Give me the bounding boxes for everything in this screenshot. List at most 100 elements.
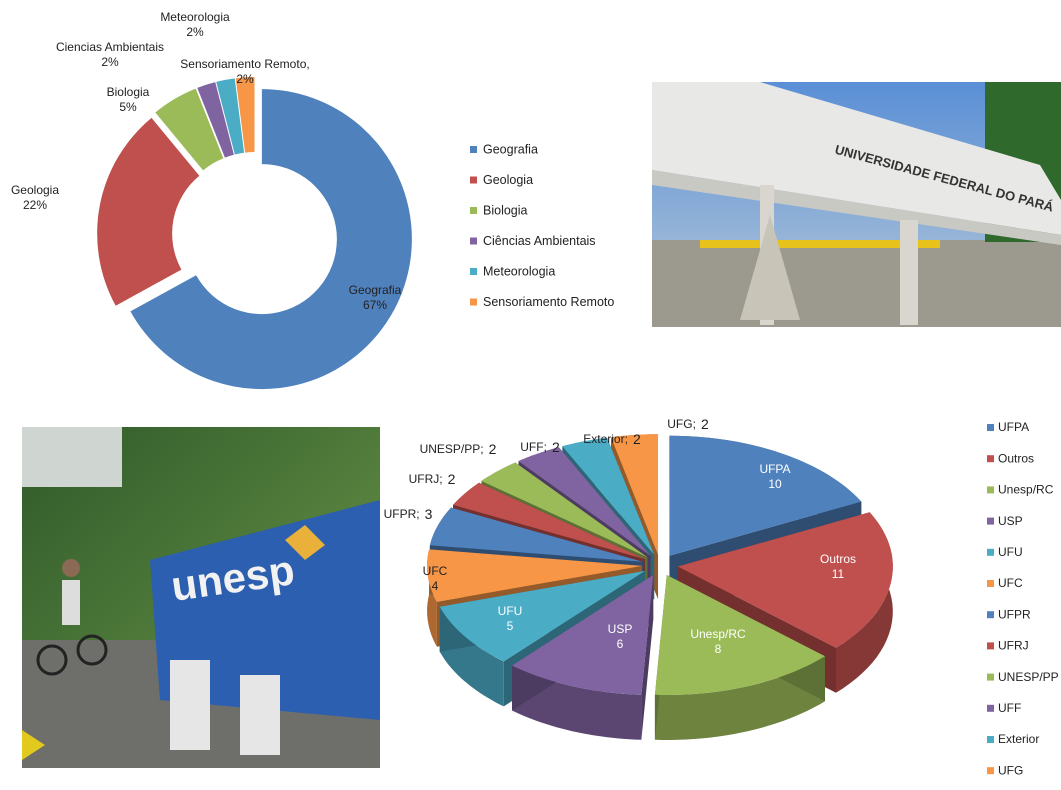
label-value: 8	[715, 642, 722, 656]
legend-swatch	[987, 486, 994, 494]
label-sep: ;	[439, 472, 442, 486]
legend-swatch	[470, 176, 477, 184]
pie-slice	[677, 512, 893, 648]
data-label: UNESP/PP; 2	[420, 441, 497, 457]
data-label: UFPA 10	[759, 462, 790, 491]
data-label: UFU 5	[498, 604, 523, 633]
label-value: 3	[425, 506, 433, 522]
data-label-value: 2%	[186, 25, 204, 39]
label-name: UFPR	[384, 507, 417, 521]
donut-slice	[197, 82, 234, 158]
legend-swatch	[470, 268, 477, 275]
data-label-name: Meteorologia	[160, 10, 230, 24]
label-sep: ;	[544, 440, 547, 454]
label-sep: ;	[416, 507, 419, 521]
data-label: UFC 4	[423, 564, 448, 593]
label-name: Exterior	[583, 432, 624, 446]
legend-label: Geologia	[483, 173, 533, 187]
legend-label: Meteorologia	[483, 264, 555, 278]
label-name: UFF	[520, 440, 543, 454]
label-name: UNESP/PP	[420, 442, 481, 456]
label-name: UFC	[423, 564, 448, 578]
pie-slice	[439, 570, 645, 662]
donut-slice	[97, 117, 200, 306]
legend-label: UFF	[998, 701, 1021, 715]
legend-swatch	[987, 611, 994, 619]
label-value: 2	[701, 416, 709, 432]
label-value: 2	[552, 439, 560, 455]
label-name: UFG	[667, 417, 692, 431]
legend-swatch	[987, 704, 994, 712]
label-value: 10	[768, 477, 782, 491]
pie-slice	[427, 549, 643, 602]
data-label: Unesp/RC 8	[690, 627, 746, 656]
legend-label: UFRJ	[998, 639, 1029, 653]
data-label: UFPR; 3	[384, 506, 433, 522]
pie-slice	[611, 434, 659, 555]
data-label: UFG; 2	[667, 416, 709, 432]
label-name: USP	[608, 622, 633, 636]
label-name: UFRJ	[409, 472, 440, 486]
data-label-name: Ciencias Ambientais	[56, 40, 164, 54]
pie-slice	[429, 507, 643, 562]
legend-label: Unesp/RC	[998, 483, 1054, 497]
data-label-value: 2%	[101, 55, 119, 69]
legend-swatch	[987, 767, 994, 775]
data-label-value: 67%	[363, 298, 387, 312]
data-label: Outros 11	[820, 552, 856, 581]
donut-slice	[216, 78, 245, 155]
label-value: 4	[432, 579, 439, 593]
legend-label: UFPA	[998, 420, 1029, 434]
label-name: UFU	[498, 604, 523, 618]
label-value: 11	[832, 567, 845, 581]
legend-swatch	[470, 207, 477, 214]
pie-slice	[481, 462, 648, 558]
data-label-value: 5%	[119, 100, 137, 114]
legend-label: Outros	[998, 451, 1034, 465]
legend-label: UFG	[998, 763, 1023, 777]
legend-label: UNESP/PP	[998, 670, 1059, 684]
legend-label: Sensoriamento Remoto	[483, 295, 614, 309]
donut-slice	[155, 88, 224, 171]
data-label-value: 2%	[236, 72, 254, 86]
photo-unesp: unesp	[22, 427, 380, 768]
photo-ufpa: UNIVERSIDADE FEDERAL DO PARÁ	[652, 82, 1061, 327]
legend-swatch	[987, 673, 994, 681]
data-label-value: 22%	[23, 198, 47, 212]
data-label-name: Geologia	[11, 183, 59, 197]
label-name: Unesp/RC	[690, 627, 746, 641]
label-sep: ;	[625, 432, 628, 446]
legend-swatch	[987, 517, 994, 525]
pie-slice	[512, 575, 654, 695]
data-label: USP 6	[608, 622, 633, 651]
legend-swatch	[987, 548, 994, 556]
pie-slice	[453, 482, 645, 560]
label-sep: ;	[693, 417, 696, 431]
data-label-name: Biologia	[107, 85, 150, 99]
pie-slice	[518, 447, 651, 556]
pie-slice	[669, 435, 862, 556]
data-label: UFF; 2	[520, 439, 560, 455]
label-value: 2	[448, 471, 456, 487]
label-value: 6	[617, 637, 624, 651]
legend-label: Exterior	[998, 732, 1039, 746]
legend-label: Geografia	[483, 142, 538, 156]
legend-swatch	[987, 424, 994, 431]
label-value: 5	[507, 619, 514, 633]
legend-label: Ciências Ambientais	[483, 234, 596, 248]
data-label-name: Sensoriamento Remoto,	[180, 57, 309, 71]
data-label: UFRJ; 2	[409, 471, 456, 487]
legend-swatch	[987, 642, 994, 650]
slice-side	[427, 549, 437, 647]
legend-swatch	[470, 146, 477, 153]
legend-label: Biologia	[483, 203, 528, 217]
legend-label: UFC	[998, 576, 1023, 590]
label-name: Outros	[820, 552, 856, 566]
data-label-name: Geografia	[349, 283, 402, 297]
legend-label: UFU	[998, 545, 1023, 559]
label-value: 2	[489, 441, 497, 457]
legend-swatch	[987, 455, 994, 463]
legend-swatch	[470, 237, 477, 245]
pie-slice	[562, 437, 655, 555]
label-sep: ;	[480, 442, 483, 456]
